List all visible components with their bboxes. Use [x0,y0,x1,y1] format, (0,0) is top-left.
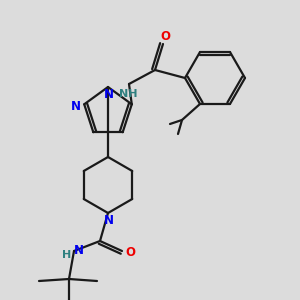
Text: N: N [71,100,81,113]
Text: N: N [104,88,114,101]
Text: H: H [62,250,72,260]
Text: N: N [104,214,114,226]
Text: NH: NH [119,89,137,99]
Text: N: N [74,244,84,256]
Text: O: O [125,245,135,259]
Text: O: O [160,29,170,43]
